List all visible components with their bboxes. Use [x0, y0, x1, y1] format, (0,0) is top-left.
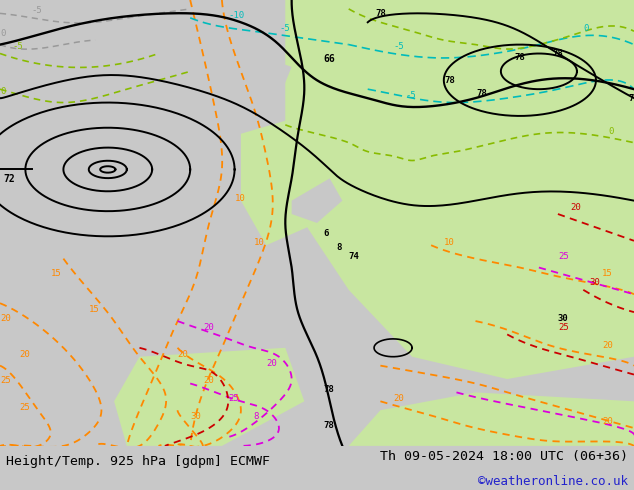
- Text: 20: 20: [393, 394, 404, 403]
- Text: 20: 20: [203, 376, 214, 386]
- Text: -5: -5: [406, 91, 417, 100]
- Text: 8: 8: [336, 243, 341, 252]
- Text: 0: 0: [0, 29, 5, 38]
- Polygon shape: [285, 0, 634, 379]
- Text: 0: 0: [583, 24, 588, 33]
- Polygon shape: [114, 348, 304, 446]
- Text: -5: -5: [279, 24, 290, 33]
- Text: 25: 25: [19, 403, 30, 412]
- Text: 20: 20: [571, 202, 581, 212]
- Text: -5: -5: [32, 6, 42, 15]
- Polygon shape: [349, 392, 634, 446]
- Text: 8: 8: [254, 412, 259, 421]
- Text: -5: -5: [393, 42, 404, 51]
- Text: 30: 30: [190, 412, 201, 421]
- Text: 15: 15: [602, 270, 613, 278]
- Text: 20: 20: [178, 350, 188, 359]
- Text: 25: 25: [558, 252, 569, 261]
- Text: Height/Temp. 925 hPa [gdpm] ECMWF: Height/Temp. 925 hPa [gdpm] ECMWF: [6, 455, 270, 468]
- Text: 72: 72: [3, 174, 15, 184]
- Text: 0: 0: [609, 127, 614, 136]
- Text: 78: 78: [323, 421, 334, 430]
- Text: 6: 6: [323, 229, 328, 238]
- Text: -5: -5: [13, 42, 23, 51]
- Text: 15: 15: [51, 270, 61, 278]
- Text: 66: 66: [324, 54, 335, 64]
- Text: -10: -10: [228, 11, 244, 20]
- Text: 20: 20: [266, 359, 277, 368]
- Text: 78: 78: [515, 53, 525, 62]
- Text: Th 09-05-2024 18:00 UTC (06+36): Th 09-05-2024 18:00 UTC (06+36): [380, 450, 628, 463]
- Text: 25: 25: [0, 376, 11, 386]
- Text: 30: 30: [558, 314, 569, 323]
- Text: 20: 20: [602, 416, 613, 426]
- Text: 25: 25: [558, 323, 569, 332]
- Text: 78: 78: [445, 76, 455, 85]
- Text: ©weatheronline.co.uk: ©weatheronline.co.uk: [477, 475, 628, 488]
- Text: 15: 15: [89, 305, 100, 314]
- Text: 10: 10: [444, 238, 455, 247]
- Text: 78: 78: [323, 386, 334, 394]
- Polygon shape: [241, 112, 330, 245]
- Text: 78: 78: [477, 89, 487, 98]
- Polygon shape: [228, 53, 292, 125]
- Text: 0: 0: [0, 87, 5, 96]
- Text: 78: 78: [375, 9, 385, 18]
- Text: 10: 10: [235, 194, 245, 203]
- Polygon shape: [292, 178, 342, 223]
- Text: 30: 30: [590, 278, 600, 287]
- Text: 20: 20: [203, 323, 214, 332]
- Text: 20: 20: [602, 341, 613, 350]
- Text: 10: 10: [254, 238, 264, 247]
- Text: 20: 20: [0, 314, 11, 323]
- Text: 78: 78: [629, 94, 634, 102]
- Text: 20: 20: [19, 350, 30, 359]
- Text: 74: 74: [349, 252, 359, 261]
- Text: 25: 25: [228, 394, 239, 403]
- Text: 78: 78: [553, 49, 563, 58]
